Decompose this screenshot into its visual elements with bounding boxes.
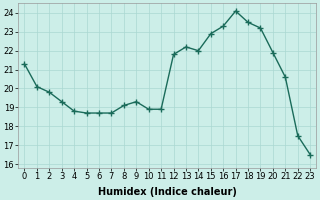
- X-axis label: Humidex (Indice chaleur): Humidex (Indice chaleur): [98, 187, 237, 197]
